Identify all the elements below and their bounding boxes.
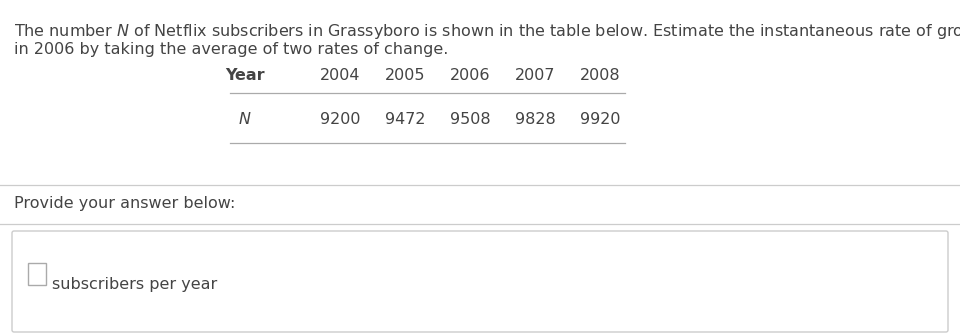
Text: 2004: 2004: [320, 68, 360, 83]
Text: Year: Year: [226, 68, 265, 83]
Text: in 2006 by taking the average of two rates of change.: in 2006 by taking the average of two rat…: [14, 42, 448, 57]
FancyBboxPatch shape: [12, 231, 948, 332]
Text: 9200: 9200: [320, 112, 360, 127]
Text: 2008: 2008: [580, 68, 620, 83]
Bar: [28, 263, 46, 285]
Text: 9472: 9472: [385, 112, 425, 127]
Text: 9508: 9508: [449, 112, 491, 127]
Text: 9828: 9828: [515, 112, 556, 127]
Text: The number $N$ of Netflix subscribers in Grassyboro is shown in the table below.: The number $N$ of Netflix subscribers in…: [14, 22, 960, 41]
Text: 2005: 2005: [385, 68, 425, 83]
Text: subscribers per year: subscribers per year: [52, 277, 217, 292]
Text: Provide your answer below:: Provide your answer below:: [14, 196, 235, 211]
Text: 2007: 2007: [515, 68, 555, 83]
Text: 2006: 2006: [449, 68, 491, 83]
Text: N: N: [239, 112, 251, 127]
Text: 9920: 9920: [580, 112, 620, 127]
